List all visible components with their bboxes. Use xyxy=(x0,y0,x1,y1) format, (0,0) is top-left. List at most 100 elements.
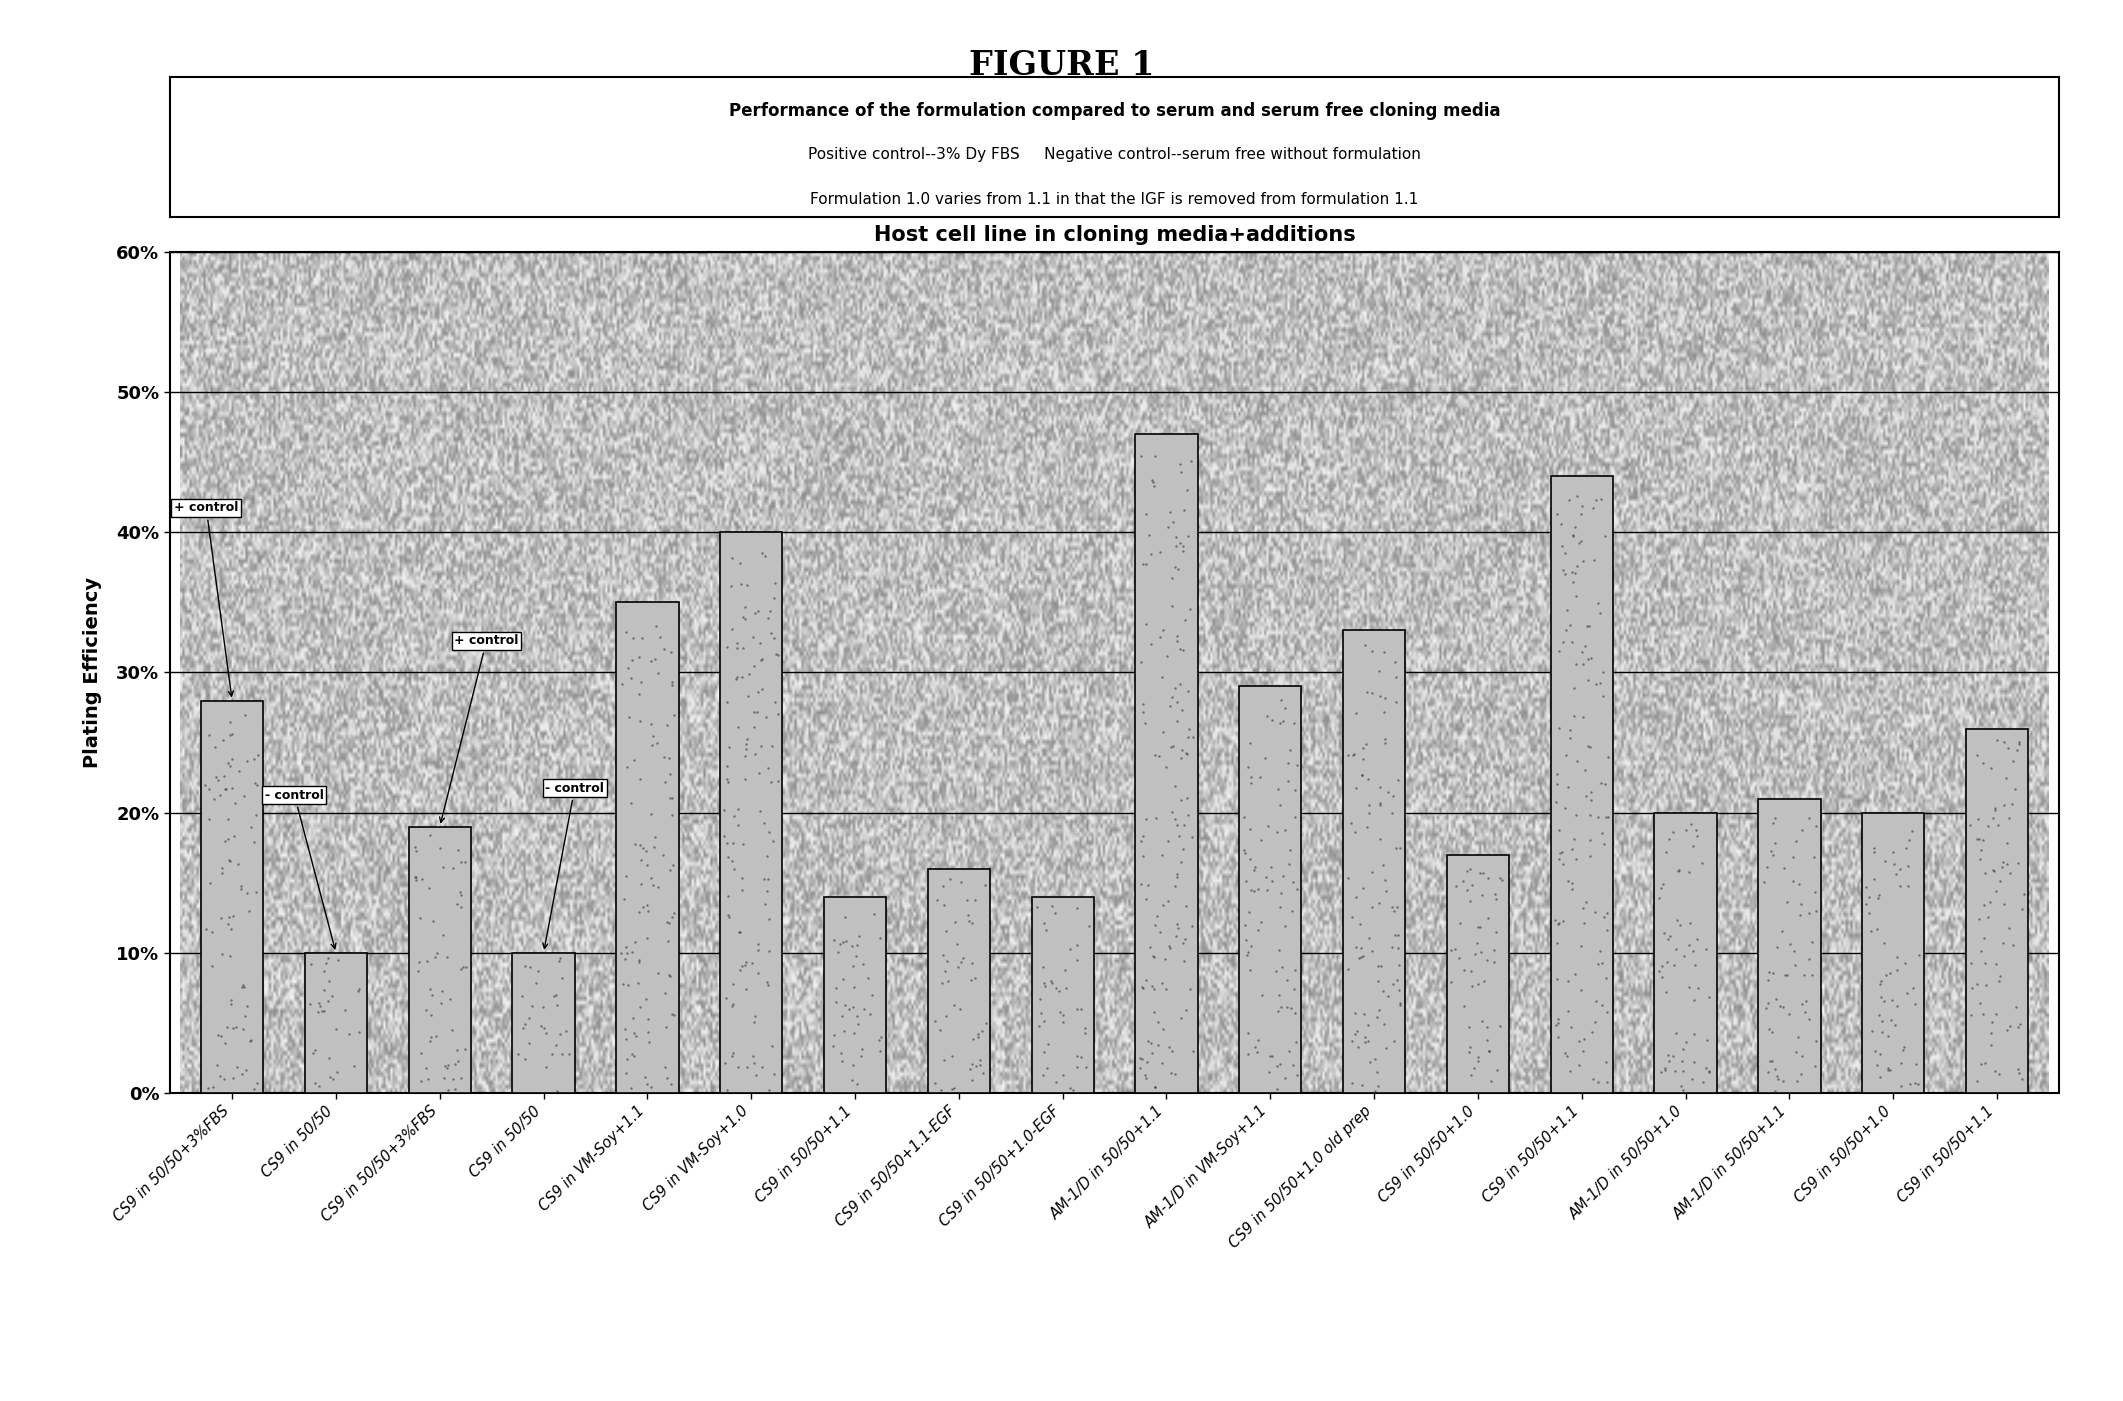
Point xyxy=(1473,1040,1507,1062)
Point xyxy=(1261,778,1295,800)
Point xyxy=(1993,807,2027,829)
Point xyxy=(1546,559,1580,581)
Point xyxy=(715,850,749,873)
Point xyxy=(724,665,758,688)
Point xyxy=(1123,446,1157,468)
Point xyxy=(1960,972,1993,995)
Point xyxy=(1692,985,1726,1007)
Point xyxy=(1552,489,1586,511)
Point xyxy=(650,1068,684,1090)
Point xyxy=(1340,1020,1374,1042)
Point xyxy=(749,845,783,867)
Point xyxy=(1454,975,1488,998)
Point xyxy=(212,905,246,927)
Point xyxy=(1758,807,1792,829)
Point xyxy=(635,803,669,825)
Bar xyxy=(1966,729,2027,1093)
Point xyxy=(1677,1023,1711,1045)
Point xyxy=(747,545,781,567)
Point xyxy=(924,1079,957,1101)
Point xyxy=(229,1059,263,1082)
Point xyxy=(1240,1041,1274,1063)
Point xyxy=(1783,1063,1817,1086)
Point xyxy=(1229,929,1263,951)
Point xyxy=(1159,691,1193,713)
Point xyxy=(1875,989,1909,1012)
Point xyxy=(1144,1052,1178,1075)
Point xyxy=(507,1013,541,1035)
Point xyxy=(314,985,348,1007)
Point xyxy=(1335,744,1369,766)
Point xyxy=(1983,869,2017,891)
Point xyxy=(399,866,433,888)
Point xyxy=(2006,883,2040,905)
Point xyxy=(1136,471,1170,493)
Point xyxy=(650,715,684,737)
Point xyxy=(1369,880,1403,902)
Point xyxy=(1238,880,1272,902)
Point xyxy=(635,867,669,890)
Point xyxy=(1889,982,1923,1005)
Point xyxy=(758,691,792,713)
Point xyxy=(752,757,786,779)
Point xyxy=(1125,975,1159,998)
Point xyxy=(1244,828,1278,850)
Point xyxy=(635,713,669,736)
Point xyxy=(537,985,571,1007)
Point xyxy=(1788,964,1822,986)
Point xyxy=(1853,920,1887,943)
Point xyxy=(1072,915,1106,937)
Point xyxy=(1577,549,1611,572)
Point xyxy=(403,906,437,929)
Point xyxy=(1280,754,1314,776)
Point xyxy=(1675,1068,1709,1090)
Point xyxy=(1450,878,1484,901)
Point xyxy=(1132,874,1166,897)
Point xyxy=(2004,1013,2038,1035)
Point xyxy=(1265,866,1299,888)
Point xyxy=(648,1056,681,1079)
Point xyxy=(934,1045,968,1068)
Point xyxy=(442,1049,476,1072)
Point xyxy=(943,951,977,974)
Point xyxy=(1439,874,1473,897)
Point xyxy=(1556,524,1590,546)
Point xyxy=(720,716,754,738)
Bar xyxy=(306,953,367,1093)
Point xyxy=(1450,860,1484,883)
Point xyxy=(1166,535,1199,558)
Point xyxy=(1138,915,1172,937)
Point xyxy=(1985,850,2019,873)
Point xyxy=(728,733,762,755)
Point xyxy=(210,913,244,936)
Point xyxy=(200,766,234,789)
Point xyxy=(1278,806,1312,828)
Point xyxy=(862,1030,896,1052)
Point xyxy=(512,1007,546,1030)
Point xyxy=(1966,828,2000,850)
Point xyxy=(1478,920,1512,943)
Point xyxy=(539,993,573,1016)
Point xyxy=(1650,950,1684,972)
Point xyxy=(828,1020,862,1042)
Point xyxy=(1889,838,1923,860)
Point xyxy=(418,1026,452,1048)
Point xyxy=(1261,821,1295,843)
Point xyxy=(1556,572,1590,594)
Point xyxy=(631,1073,664,1096)
Point xyxy=(715,993,749,1016)
Point xyxy=(1756,843,1790,866)
Point xyxy=(1858,867,1892,890)
Point xyxy=(728,608,762,630)
Point xyxy=(826,968,860,991)
Point xyxy=(1877,1013,1911,1035)
Point xyxy=(1977,860,2010,883)
Point xyxy=(614,792,648,814)
Point xyxy=(853,1003,887,1026)
Point xyxy=(1558,653,1592,675)
Point xyxy=(747,869,781,891)
Point xyxy=(1125,825,1159,848)
Point xyxy=(1792,1009,1826,1031)
Point xyxy=(1565,897,1599,919)
Point xyxy=(940,933,974,955)
